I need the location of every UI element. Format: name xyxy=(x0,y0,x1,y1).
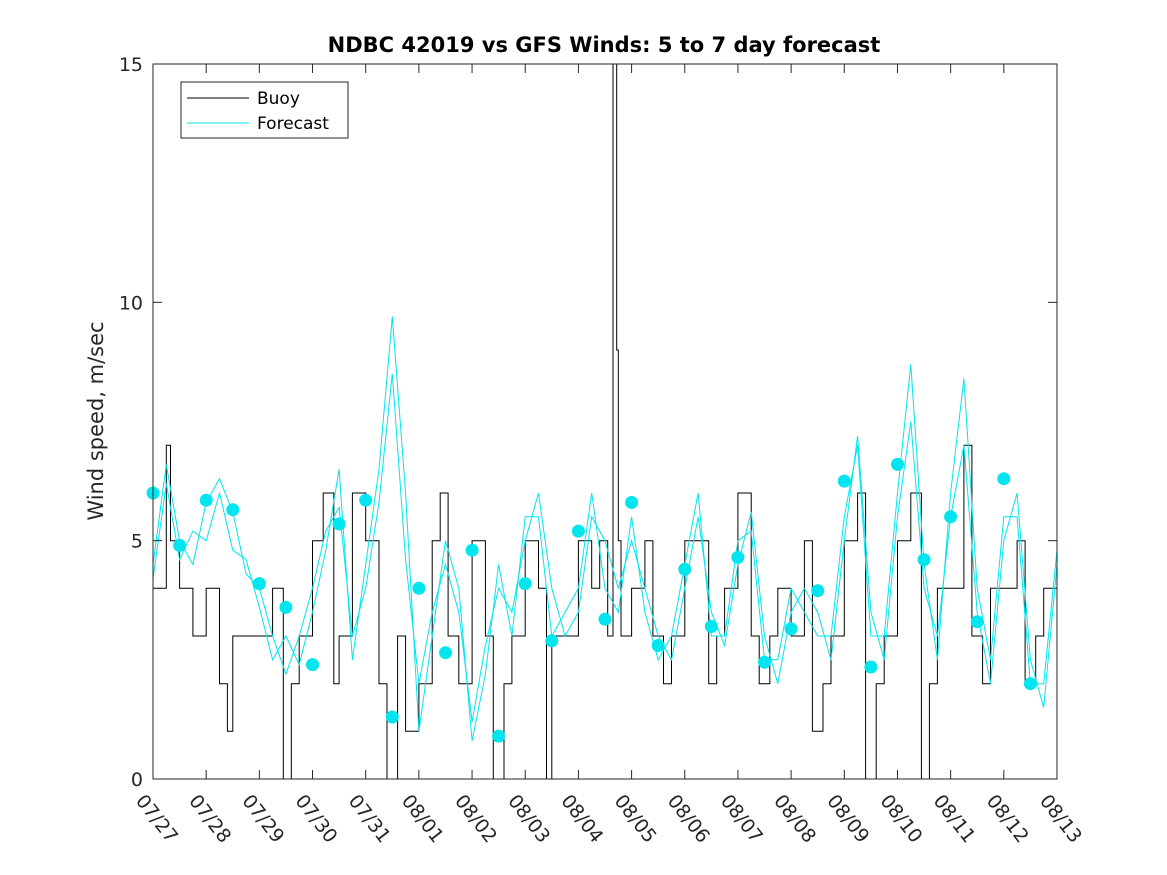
forecast-marker-point xyxy=(173,538,187,552)
y-tick-label: 0 xyxy=(131,769,143,791)
forecast-marker-point xyxy=(359,493,373,507)
forecast-marker-point xyxy=(837,474,851,488)
forecast-marker-point xyxy=(678,562,692,576)
marker-layer xyxy=(146,457,1037,743)
forecast-marker-point xyxy=(651,639,665,652)
y-axis-label: Wind speed, m/sec xyxy=(84,321,108,520)
forecast-marker-point xyxy=(758,655,771,669)
legend-label-buoy: Buoy xyxy=(257,89,300,109)
forecast-marker-point xyxy=(412,581,426,595)
legend: Buoy Forecast xyxy=(180,81,349,139)
forecast-marker-point xyxy=(571,524,585,538)
forecast-marker-point xyxy=(704,620,718,633)
forecast-marker-point xyxy=(891,457,904,471)
forecast-marker-point xyxy=(864,660,878,674)
forecast-marker-point xyxy=(811,584,825,598)
forecast-marker-point xyxy=(199,493,213,507)
y-tick-label: 10 xyxy=(119,292,143,314)
forecast-marker-point xyxy=(625,496,639,509)
y-axis: 0 5 10 15 xyxy=(119,54,1057,791)
forecast-marker-point xyxy=(784,622,798,636)
forecast-marker-point xyxy=(385,710,399,724)
forecast-marker-point xyxy=(279,600,293,614)
forecast-marker-point xyxy=(598,612,612,626)
forecast-marker-point xyxy=(997,472,1011,486)
forecast-marker-point xyxy=(492,729,506,743)
forecast-marker-point xyxy=(917,553,931,567)
forecast-marker-point xyxy=(970,615,984,629)
forecast-marker-point xyxy=(306,658,319,672)
plot-area-box xyxy=(152,63,1058,780)
series-line-forecast-2 xyxy=(152,316,1058,741)
forecast-marker-point xyxy=(518,577,532,591)
legend-label-forecast: Forecast xyxy=(257,114,329,134)
forecast-marker-point xyxy=(439,646,452,660)
y-tick-label: 5 xyxy=(131,531,143,553)
forecast-marker-point xyxy=(332,517,346,531)
forecast-marker-point xyxy=(731,550,745,564)
forecast-marker-point xyxy=(226,503,240,517)
forecast-marker-point xyxy=(252,577,266,591)
forecast-marker-point xyxy=(465,543,479,557)
forecast-marker-point xyxy=(1023,677,1037,691)
series-line-forecast xyxy=(152,373,1058,722)
legend-box xyxy=(180,81,349,139)
forecast-marker-point xyxy=(545,634,559,648)
y-tick-label: 15 xyxy=(119,54,143,76)
chart-title: NDBC 42019 vs GFS Winds: 5 to 7 day fore… xyxy=(328,33,881,57)
forecast-marker-point xyxy=(944,510,958,524)
